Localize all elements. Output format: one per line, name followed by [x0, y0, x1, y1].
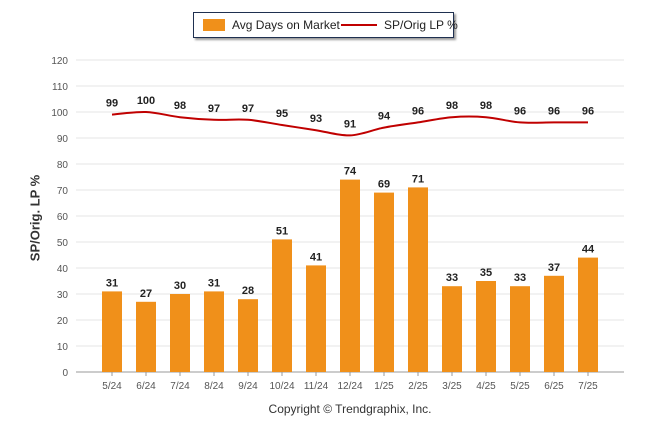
line-data-label: 95: [276, 108, 288, 120]
line-data-label: 96: [514, 105, 526, 117]
y-tick-label: 100: [51, 108, 68, 119]
line-data-label: 91: [344, 118, 356, 130]
bar: [306, 265, 326, 372]
bar-data-label: 71: [412, 173, 424, 185]
x-tick-label: 2/25: [408, 381, 428, 392]
bar-data-label: 31: [106, 277, 118, 289]
bar: [510, 286, 530, 372]
line-data-label: 99: [106, 98, 118, 110]
y-tick-label: 0: [62, 368, 68, 379]
bar-data-label: 33: [514, 272, 526, 284]
bar: [476, 281, 496, 372]
x-tick-label: 10/24: [269, 381, 294, 392]
line-data-label: 100: [137, 95, 155, 107]
bar: [170, 294, 190, 372]
line-data-label: 97: [208, 103, 220, 115]
bar: [272, 239, 292, 372]
bar-data-label: 27: [140, 288, 152, 300]
legend-bar-swatch: [203, 19, 225, 31]
x-tick-label: 1/25: [374, 381, 394, 392]
x-tick-label: 12/24: [337, 381, 362, 392]
line-data-label: 98: [174, 100, 186, 112]
line-data-label: 94: [378, 111, 391, 123]
bar: [374, 192, 394, 372]
bar: [408, 187, 428, 372]
bar: [340, 179, 360, 372]
bar: [204, 291, 224, 372]
bar-data-label: 74: [344, 166, 357, 178]
bar: [544, 275, 564, 372]
y-tick-label: 90: [57, 134, 69, 145]
x-tick-label: 11/24: [304, 381, 329, 392]
bar: [102, 291, 122, 372]
x-tick-label: 4/25: [476, 381, 496, 392]
y-tick-label: 50: [57, 238, 69, 249]
y-tick-label: 110: [52, 82, 68, 93]
x-tick-label: 3/25: [442, 381, 462, 392]
bar-data-label: 41: [310, 251, 322, 263]
bar: [238, 299, 258, 372]
line-data-label: 96: [582, 105, 594, 117]
y-tick-label: 20: [57, 316, 69, 327]
y-tick-label: 80: [57, 160, 69, 171]
line-data-label: 96: [412, 105, 424, 117]
line-data-label: 96: [548, 105, 560, 117]
y-tick-label: 40: [57, 264, 69, 275]
line-data-label: 93: [310, 113, 322, 125]
bar: [136, 301, 156, 372]
x-tick-label: 5/24: [102, 381, 122, 392]
legend-bar-label: Avg Days on Market: [232, 18, 340, 32]
bar-data-label: 28: [242, 285, 254, 297]
y-tick-label: 70: [57, 186, 69, 197]
line-data-label: 98: [480, 100, 492, 112]
legend-line-label: SP/Orig LP %: [384, 18, 458, 32]
y-axis-label: SP/Orig. LP %: [27, 174, 43, 262]
bar: [442, 286, 462, 372]
copyright-footer: Copyright © Trendgraphix, Inc.: [268, 402, 432, 416]
legend: Avg Days on Market SP/Orig LP %: [193, 12, 458, 38]
y-tick-label: 10: [57, 342, 69, 353]
bar-data-label: 35: [480, 267, 492, 279]
y-tick-label: 30: [57, 290, 69, 301]
bar-data-label: 30: [174, 280, 186, 292]
y-tick-label: 60: [57, 212, 69, 223]
bar-data-label: 44: [582, 244, 595, 256]
y-tick-label: 120: [51, 56, 68, 67]
x-tick-label: 6/24: [136, 381, 156, 392]
x-tick-label: 7/24: [170, 381, 190, 392]
bar-data-label: 33: [446, 272, 458, 284]
line-data-label: 98: [446, 100, 458, 112]
x-tick-label: 6/25: [544, 381, 564, 392]
bar-data-label: 31: [208, 277, 220, 289]
bar-data-label: 51: [276, 225, 288, 237]
bar-data-label: 69: [378, 179, 390, 191]
bar: [578, 257, 598, 372]
line-series: [111, 110, 588, 137]
line-data-label: 97: [242, 103, 254, 115]
x-tick-label: 9/24: [238, 381, 258, 392]
legend-line-swatch: [341, 24, 377, 26]
x-tick-label: 8/24: [204, 381, 224, 392]
bar-data-label: 37: [548, 262, 560, 274]
x-tick-label: 7/25: [578, 381, 598, 392]
x-tick-label: 5/25: [510, 381, 530, 392]
